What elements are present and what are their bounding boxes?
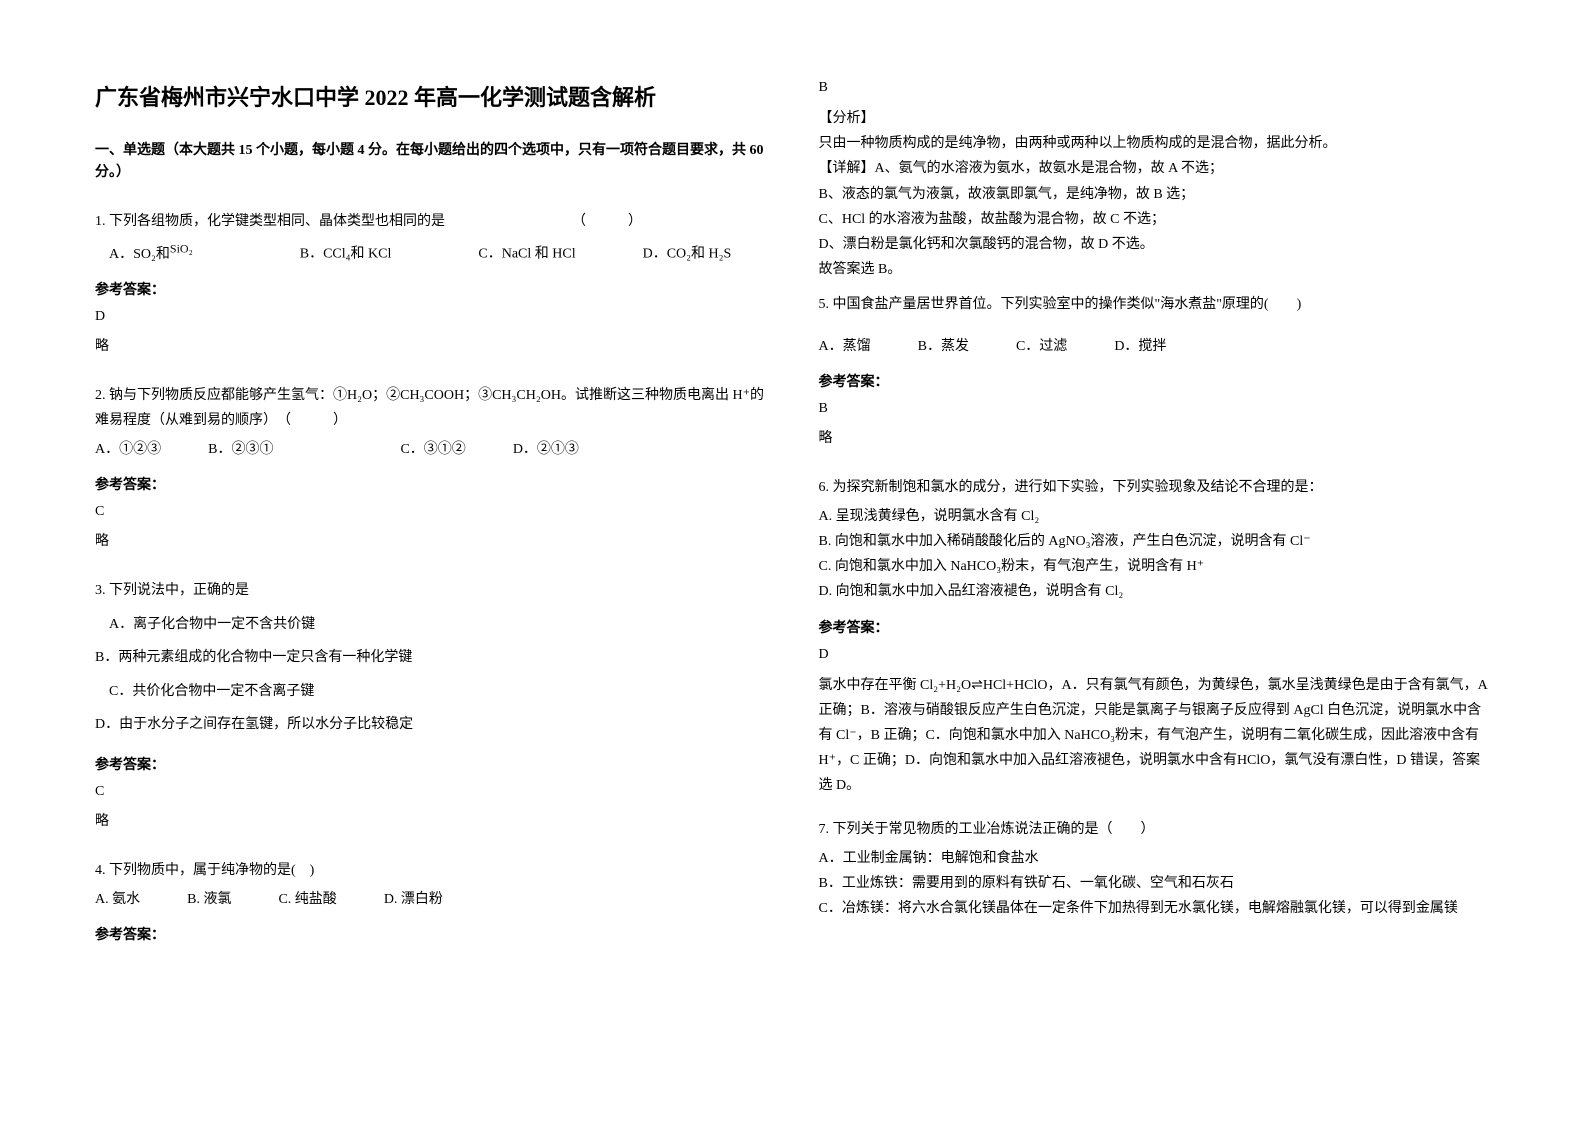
q2-answer-label: 参考答案：: [95, 474, 769, 494]
q6-text: 6. 为探究新制饱和氯水的成分，进行如下实验，下列实验现象及结论不合理的是：: [819, 475, 1493, 500]
q6-options: A. 呈现浅黄绿色，说明氯水含有 Cl₂ B. 向饱和氯水中加入稀硝酸酸化后的 …: [819, 504, 1493, 605]
q7-optB: B．工业炼铁：需要用到的原料有铁矿石、一氧化碳、空气和石灰石: [819, 871, 1493, 896]
q4-detail: 【详解】A、氨气的水溶液为氨水，故氨水是混合物，故 A 不选；: [819, 156, 1493, 181]
q4-optB: B. 液氯: [187, 892, 231, 907]
q2-略: 略: [95, 530, 769, 550]
question-2: 2. 钠与下列物质反应都能够产生氢气：①H₂O；②CH₃COOH；③CH₃CH₂…: [95, 383, 769, 561]
q4-optC: C. 纯盐酸: [278, 892, 336, 907]
q4-text: 4. 下列物质中，属于纯净物的是( ): [95, 858, 769, 883]
q1-answer-label: 参考答案：: [95, 279, 769, 299]
q1-options: A．SO₂和SiO₂ B．CCl₄和 KCl C．NaCl 和 HCl D．CO…: [95, 238, 769, 267]
section-header: 一、单选题（本大题共 15 个小题，每小题 4 分。在每小题给出的四个选项中，只…: [95, 140, 769, 185]
q6-optB: B. 向饱和氯水中加入稀硝酸酸化后的 AgNO₃溶液，产生白色沉淀，说明含有 C…: [819, 529, 1493, 554]
q4-detailD: D、漂白粉是氯化钙和次氯酸钙的混合物，故 D 不选。: [819, 232, 1493, 257]
q3-answer-label: 参考答案：: [95, 754, 769, 774]
q4-analysis: 只由一种物质构成的是纯净物，由两种或两种以上物质构成的是混合物，据此分析。: [819, 131, 1493, 156]
q1-optD: D．CO₂和 H₂S: [643, 247, 732, 262]
q7-optC: C．冶炼镁：将六水合氯化镁晶体在一定条件下加热得到无水氯化镁，电解熔融氯化镁，可…: [819, 896, 1493, 921]
q5-answer: B: [819, 401, 1493, 417]
q1-optB: B．CCl₄和 KCl: [300, 247, 392, 262]
q3-text: 3. 下列说法中，正确的是: [95, 578, 769, 603]
q2-text: 2. 钠与下列物质反应都能够产生氢气：①H₂O；②CH₃COOH；③CH₃CH₂…: [95, 383, 769, 433]
left-column: 广东省梅州市兴宁水口中学 2022 年高一化学测试题含解析 一、单选题（本大题共…: [95, 80, 769, 1042]
q1-optA-sio2: SiO₂: [170, 241, 193, 255]
question-7: 7. 下列关于常见物质的工业冶炼说法正确的是（ ） A．工业制金属钠：电解饱和食…: [819, 817, 1493, 922]
q1-paren: （ ）: [572, 214, 642, 229]
q1-stem: 1. 下列各组物质，化学键类型相同、晶体类型也相同的是: [95, 214, 445, 229]
q4-options: A. 氨水 B. 液氯 C. 纯盐酸 D. 漂白粉: [95, 887, 769, 912]
q6-answer-label: 参考答案：: [819, 617, 1493, 637]
q3-optC: C．共价化合物中一定不含离子键: [95, 675, 769, 709]
q2-optA: A．①②③: [95, 442, 161, 457]
q5-answer-label: 参考答案：: [819, 371, 1493, 391]
right-column: B 【分析】 只由一种物质构成的是纯净物，由两种或两种以上物质构成的是混合物，据…: [819, 80, 1493, 1042]
q7-text: 7. 下列关于常见物质的工业冶炼说法正确的是（ ）: [819, 817, 1493, 842]
q1-answer: D: [95, 309, 769, 325]
q2-optC: C．③①②: [400, 442, 465, 457]
q4-optA: A. 氨水: [95, 892, 140, 907]
q6-optA: A. 呈现浅黄绿色，说明氯水含有 Cl₂: [819, 504, 1493, 529]
q6-explanation: 氯水中存在平衡 Cl₂+H₂O⇌HCl+HClO，A．只有氯气有颜色，为黄绿色，…: [819, 673, 1493, 799]
q6-optC: C. 向饱和氯水中加入 NaHCO₃粉末，有气泡产生，说明含有 H⁺: [819, 554, 1493, 579]
q5-optA: A．蒸馏: [819, 339, 871, 354]
q1-optC: C．NaCl 和 HCl: [478, 247, 575, 262]
document-title: 广东省梅州市兴宁水口中学 2022 年高一化学测试题含解析: [95, 80, 769, 112]
question-4: 4. 下列物质中，属于纯净物的是( ) A. 氨水 B. 液氯 C. 纯盐酸 D…: [95, 858, 769, 954]
question-1: 1. 下列各组物质，化学键类型相同、晶体类型也相同的是 （ ） A．SO₂和Si…: [95, 209, 769, 365]
q2-optB: B．②③①: [208, 442, 273, 457]
q7-optA: A．工业制金属钠：电解饱和食盐水: [819, 846, 1493, 871]
q1-略: 略: [95, 335, 769, 355]
q3-options: A．离子化合物中一定不含共价键 B．两种元素组成的化合物中一定只含有一种化学键 …: [95, 608, 769, 742]
q5-options: A．蒸馏 B．蒸发 C．过滤 D．搅拌: [819, 334, 1493, 359]
q5-optC: C．过滤: [1016, 339, 1067, 354]
q3-answer: C: [95, 784, 769, 800]
q7-options: A．工业制金属钠：电解饱和食盐水 B．工业炼铁：需要用到的原料有铁矿石、一氧化碳…: [819, 846, 1493, 922]
q4-answer-label: 参考答案：: [95, 924, 769, 944]
q3-略: 略: [95, 810, 769, 830]
q4-answer: B: [819, 80, 1493, 96]
q5-略: 略: [819, 427, 1493, 447]
q6-optD: D. 向饱和氯水中加入品红溶液褪色，说明含有 Cl₂: [819, 579, 1493, 604]
q3-optD: D．由于水分子之间存在氢键，所以水分子比较稳定: [95, 708, 769, 742]
q4-analysis-label: 【分析】: [819, 106, 1493, 131]
q1-text: 1. 下列各组物质，化学键类型相同、晶体类型也相同的是 （ ）: [95, 209, 769, 234]
q6-answer: D: [819, 647, 1493, 663]
question-5: 5. 中国食盐产量居世界首位。下列实验室中的操作类似"海水煮盐"原理的( ) A…: [819, 292, 1493, 456]
q3-optA: A．离子化合物中一定不含共价键: [95, 608, 769, 642]
question-3: 3. 下列说法中，正确的是 A．离子化合物中一定不含共价键 B．两种元素组成的化…: [95, 578, 769, 840]
q2-answer: C: [95, 504, 769, 520]
q5-text: 5. 中国食盐产量居世界首位。下列实验室中的操作类似"海水煮盐"原理的( ): [819, 292, 1493, 317]
question-6: 6. 为探究新制饱和氯水的成分，进行如下实验，下列实验现象及结论不合理的是： A…: [819, 475, 1493, 799]
q1-optA: A．SO₂和SiO₂: [95, 247, 193, 262]
q2-options: A．①②③ B．②③① C．③①② D．②①③: [95, 437, 769, 462]
q3-optB: B．两种元素组成的化合物中一定只含有一种化学键: [95, 641, 769, 675]
q4-detailB: B、液态的氯气为液氯，故液氯即氯气，是纯净物，故 B 选；: [819, 182, 1493, 207]
q4-optD: D. 漂白粉: [384, 892, 443, 907]
q2-optD: D．②①③: [513, 442, 579, 457]
q5-optD: D．搅拌: [1114, 339, 1166, 354]
q4-detail-label: 【详解】: [819, 161, 875, 176]
q4-conclusion: 故答案选 B。: [819, 257, 1493, 282]
q4-detailC: C、HCl 的水溶液为盐酸，故盐酸为混合物，故 C 不选；: [819, 207, 1493, 232]
q4-detailA: A、氨气的水溶液为氨水，故氨水是混合物，故 A 不选；: [875, 161, 1223, 176]
q5-optB: B．蒸发: [918, 339, 969, 354]
q1-optA-pre: A．SO₂和: [109, 247, 170, 262]
